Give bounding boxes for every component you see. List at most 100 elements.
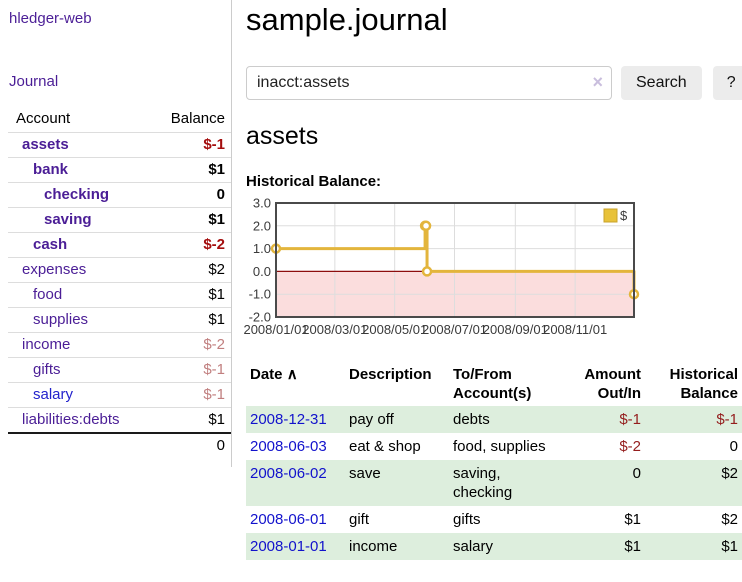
transaction-accounts: debts [453,411,490,428]
accounts-rows: assets $-1 bank $1 checking 0 saving $1 cash $-2 e… [8,132,231,432]
x-axis-tick-label: 2008/05/01 [362,322,427,337]
nav-journal-link[interactable]: Journal [9,73,59,90]
y-axis-tick-label: 2.0 [253,218,271,233]
main-content: sample.journal × Search ? assets Histori… [232,0,742,560]
legend-label: $ [620,208,628,223]
account-balance: $2 [208,261,225,278]
transaction-amount: 0 [632,465,641,482]
transaction-accounts: food, supplies [453,438,546,455]
transaction-description: save [349,465,381,482]
accounts-total-value: 0 [216,437,225,454]
transaction-row: 2008-06-01 gift gifts $1 $2 [246,506,742,533]
balance-chart-svg[interactable]: $3.0 2.0 1.0 0.0 -1.0 -2.02008/01/012008/03/0… [243,196,642,342]
transaction-description: income [349,538,398,555]
transaction-date-link[interactable]: 2008-06-03 [250,438,327,455]
page-title: sample.journal [246,2,448,37]
accounts-header-balance: Balance [170,110,225,127]
search-button[interactable]: Search [621,66,702,100]
transaction-row: 2008-06-02 save saving, checking 0 $2 [246,460,742,506]
account-row: food $1 [8,282,231,307]
account-balance: $-1 [203,136,225,153]
col-header-tofrom: To/From Account(s) [453,366,532,402]
transaction-balance: $1 [721,538,738,555]
sidebar: hledger-web Journal Account Balance asse… [0,0,232,467]
account-link[interactable]: income [22,336,71,353]
transaction-amount: $-2 [619,438,641,455]
y-axis-tick-label: 3.0 [253,196,271,211]
search-input-wrap: × [246,66,612,100]
sort-asc-icon: ∧ [286,366,298,383]
transaction-date-link[interactable]: 2008-06-02 [250,465,327,482]
account-link[interactable]: liabilities:debts [22,411,120,428]
account-row: expenses $2 [8,257,231,282]
historical-balance-chart[interactable]: $3.0 2.0 1.0 0.0 -1.0 -2.0 2008/01/01 2008/03/0… [243,196,642,346]
account-balance: $-2 [203,236,225,253]
transaction-amount: $1 [624,538,641,555]
account-balance: $-1 [203,386,225,403]
legend-swatch [603,208,618,223]
transaction-description: gift [349,511,370,528]
y-axis-tick-label: -1.0 [249,287,271,302]
date-header-label: Date [250,366,283,383]
account-row: income $-2 [8,332,231,357]
account-balance: $-1 [203,361,225,378]
transaction-accounts: saving, checking [453,465,513,501]
accounts-header-account: Account [16,110,71,127]
col-header-date[interactable]: Date ∧ [246,362,345,406]
brand-link[interactable]: hledger-web [9,10,92,27]
account-row: cash $-2 [8,232,231,257]
col-header-balance: Historical Balance [669,366,738,402]
account-balance: $-2 [203,336,225,353]
transaction-accounts: salary [453,538,494,555]
account-balance: $1 [208,161,225,178]
transaction-balance: $-1 [716,411,738,428]
account-row: gifts $-1 [8,357,231,382]
y-axis-tick-label: 0.0 [253,264,271,279]
transaction-balance: $2 [721,465,738,482]
clear-search-icon[interactable]: × [592,72,603,92]
search-input[interactable] [246,66,612,100]
account-link[interactable]: expenses [22,261,87,278]
transaction-row: 2008-12-31 pay off debts $-1 $-1 [246,406,742,433]
x-axis-tick-label: 2008/09/01 [483,322,548,337]
search-form: × Search ? [246,66,742,100]
register-table: Date ∧ Description To/From Account(s) Am… [246,362,742,560]
transaction-date-link[interactable]: 2008-06-01 [250,511,327,528]
x-axis-tick-label: 2008/11/01 [543,322,607,337]
account-row: liabilities:debts $1 [8,407,231,432]
transaction-accounts: gifts [453,511,481,528]
account-link[interactable]: salary [33,386,74,403]
transaction-date-link[interactable]: 2008-01-01 [250,538,327,555]
account-link[interactable]: supplies [33,311,89,328]
account-link[interactable]: checking [44,186,110,203]
account-row: salary $-1 [8,382,231,407]
account-balance: $1 [208,286,225,303]
y-axis-tick-label: -2.0 [249,310,271,325]
account-row: bank $1 [8,157,231,182]
account-row: supplies $1 [8,307,231,332]
account-link[interactable]: assets [22,136,69,153]
accounts-total-row: 0 [8,432,231,457]
account-balance: $1 [208,411,225,428]
account-link[interactable]: food [33,286,63,303]
transaction-date-link[interactable]: 2008-12-31 [250,411,327,428]
accounts-table: Account Balance assets $-1 bank $1 checking 0… [8,106,231,457]
account-link[interactable]: cash [33,236,68,253]
transaction-row: 2008-01-01 income salary $1 $1 [246,533,742,560]
transaction-amount: $-1 [619,411,641,428]
help-button[interactable]: ? [712,66,742,100]
account-balance: $1 [208,311,225,328]
account-link[interactable]: bank [33,161,69,178]
transaction-amount: $1 [624,511,641,528]
account-balance: 0 [216,186,225,203]
y-axis-tick-label: 1.0 [253,241,271,256]
register-header-row: Date ∧ Description To/From Account(s) Am… [246,362,742,406]
account-row: checking 0 [8,182,231,207]
account-link[interactable]: gifts [33,361,61,378]
col-header-amount: Amount Out/In [584,366,641,402]
col-header-description: Description [349,366,432,383]
account-link[interactable]: saving [44,211,92,228]
transaction-description: pay off [349,411,394,428]
account-row: assets $-1 [8,132,231,157]
account-row: saving $1 [8,207,231,232]
